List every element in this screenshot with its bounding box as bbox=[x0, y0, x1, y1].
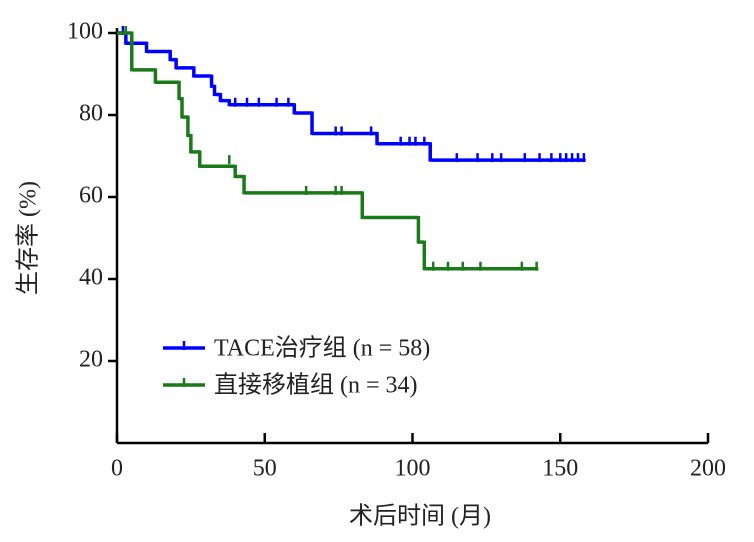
x-axis-label: 术后时间 (月) bbox=[349, 503, 491, 530]
legend-label: TACE治疗组 (n = 58) bbox=[214, 335, 430, 362]
y-axis-label: 生存率 (%) bbox=[15, 181, 42, 295]
legend-label: 直接移植组 (n = 34) bbox=[214, 372, 418, 399]
x-tick-label: 50 bbox=[253, 456, 277, 482]
x-tick-label: 0 bbox=[111, 456, 123, 482]
x-tick-label: 200 bbox=[690, 456, 726, 482]
y-tick-label: 100 bbox=[67, 19, 103, 45]
x-tick-label: 150 bbox=[542, 456, 578, 482]
y-tick-label: 20 bbox=[79, 347, 103, 373]
y-tick-label: 60 bbox=[79, 183, 103, 209]
y-tick-label: 40 bbox=[79, 265, 103, 291]
x-tick-label: 100 bbox=[395, 456, 431, 482]
y-tick-label: 80 bbox=[79, 101, 103, 127]
